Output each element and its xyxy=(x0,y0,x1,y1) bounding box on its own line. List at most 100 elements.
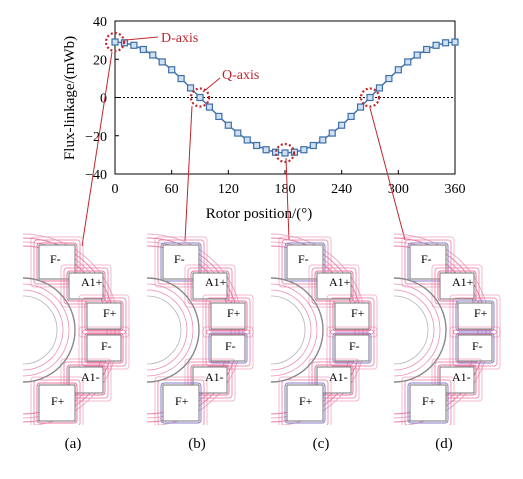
y-axis-ticks: 40 20 0 −20 −40 xyxy=(85,15,119,183)
data-point xyxy=(394,66,402,74)
q-axis-annotation: Q-axis xyxy=(222,68,259,83)
data-point xyxy=(158,58,166,66)
pole-label: A1+ xyxy=(329,275,351,289)
pole-label: F+ xyxy=(351,306,365,320)
pole-label: F- xyxy=(472,339,483,353)
stator-slot xyxy=(210,334,246,362)
data-point xyxy=(168,66,176,74)
pole-label: F+ xyxy=(103,306,117,320)
panel-caption: (c) xyxy=(313,436,330,452)
pole-label: F+ xyxy=(51,394,65,408)
pole-label: F- xyxy=(174,252,185,266)
data-point xyxy=(234,129,242,137)
stator-slot xyxy=(457,302,493,330)
rotor-outline xyxy=(23,277,76,383)
highlight-circle xyxy=(274,142,296,164)
stator-slot xyxy=(86,302,122,330)
pole-label: A1- xyxy=(452,370,471,384)
x-tick-label: 180 xyxy=(275,182,296,197)
data-point xyxy=(253,141,261,150)
pole-label: F- xyxy=(298,252,309,266)
data-point xyxy=(451,38,459,46)
data-point xyxy=(375,84,384,92)
highlight-circle xyxy=(104,31,126,53)
data-point xyxy=(356,103,365,111)
data-point xyxy=(243,136,251,144)
pole-label: F+ xyxy=(299,394,313,408)
pole-label: A1- xyxy=(205,370,224,384)
pole-label: A1+ xyxy=(205,275,227,289)
data-point xyxy=(309,141,317,150)
data-point xyxy=(300,146,308,154)
data-point xyxy=(196,93,204,102)
x-tick-label: 360 xyxy=(445,182,466,197)
stator-slot xyxy=(334,302,370,330)
highlight-circles xyxy=(104,31,381,164)
x-tick-label: 240 xyxy=(331,182,352,197)
x-tick-label: 0 xyxy=(112,182,119,197)
data-point xyxy=(423,45,431,54)
data-point xyxy=(281,149,289,157)
pole-label: F- xyxy=(421,252,432,266)
pole-label: A1+ xyxy=(81,275,103,289)
x-axis-label: Rotor position/(°) xyxy=(206,206,312,222)
stator-slot xyxy=(457,334,493,362)
motor-panel-a: F- A1+ F+ F- A1- F+ (a) xyxy=(23,233,130,452)
data-point xyxy=(215,112,223,121)
series-markers xyxy=(111,38,459,157)
stator-slot xyxy=(38,384,76,422)
flux-distribution-panels: F-A1+F+F-A1-F+(a)F-A1+F+F-A1-F+(b)F-A1+F… xyxy=(23,233,501,452)
data-point xyxy=(338,121,346,129)
stator-slot xyxy=(86,334,122,362)
pole-label: F- xyxy=(101,339,112,353)
panel-caption: (b) xyxy=(188,436,206,452)
x-tick-label: 60 xyxy=(165,182,179,197)
y-axis-label: Flux-linkage/(mWb) xyxy=(62,36,78,160)
d-axis-annotation: D-axis xyxy=(161,31,198,46)
stator-slot xyxy=(286,384,324,422)
q-axis-leader xyxy=(202,77,221,93)
stator-slot xyxy=(334,334,370,362)
pole-label: A1+ xyxy=(452,275,474,289)
panel-connectors xyxy=(81,51,406,247)
data-point xyxy=(328,129,336,137)
d-axis-leader xyxy=(124,36,159,41)
data-point xyxy=(177,74,185,83)
data-point xyxy=(319,136,327,144)
data-point xyxy=(366,93,374,102)
rotor-outline xyxy=(271,277,324,383)
data-point xyxy=(413,51,421,59)
data-point xyxy=(149,51,157,59)
stator-slot xyxy=(162,384,200,422)
data-point xyxy=(224,121,232,129)
pole-label: F+ xyxy=(175,394,189,408)
pole-label: F+ xyxy=(422,394,436,408)
y-tick-label: 0 xyxy=(100,92,107,107)
data-point xyxy=(347,112,355,121)
data-point xyxy=(432,41,440,49)
pole-label: F- xyxy=(225,339,236,353)
rotor-outline xyxy=(147,277,200,383)
panel-caption: (a) xyxy=(65,436,82,452)
pole-label: A1- xyxy=(81,370,100,384)
flux-linkage-chart: 0 60 120 180 240 300 360 40 20 0 −20 −40 Rotor pos… xyxy=(62,15,466,222)
data-point xyxy=(441,39,450,47)
panel-caption: (d) xyxy=(435,436,453,452)
highlight-circle xyxy=(189,87,211,108)
data-point xyxy=(404,58,412,66)
y-tick-label: 40 xyxy=(93,15,107,30)
pole-label: A1- xyxy=(329,370,348,384)
rotor-outline xyxy=(394,277,447,383)
pole-label: F- xyxy=(349,339,360,353)
y-tick-label: −40 xyxy=(85,168,107,183)
pole-label: F+ xyxy=(227,306,241,320)
stator-slot xyxy=(409,384,447,422)
motor-panel-b: F- A1+ F+ F- A1- F+ (b) xyxy=(147,233,254,452)
stator-slot xyxy=(210,302,246,330)
data-point xyxy=(111,38,119,46)
data-point xyxy=(385,74,393,83)
data-point xyxy=(186,84,195,92)
data-point xyxy=(130,41,138,49)
motor-panel-c: F- A1+ F+ F- A1- F+ (c) xyxy=(271,233,378,452)
